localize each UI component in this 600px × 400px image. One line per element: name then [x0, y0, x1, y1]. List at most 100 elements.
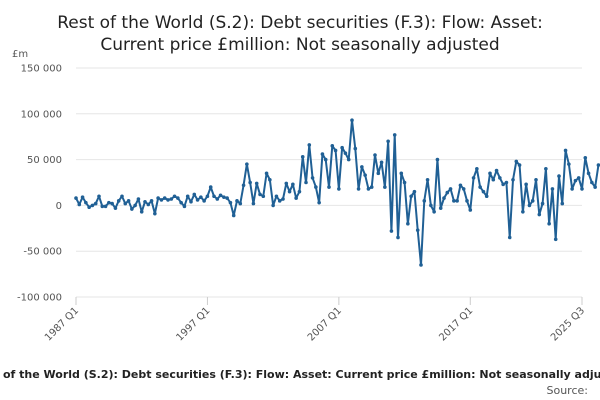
data-point[interactable]	[146, 202, 151, 207]
data-point[interactable]	[133, 203, 137, 208]
data-point[interactable]	[74, 196, 78, 200]
data-point[interactable]	[504, 180, 509, 185]
data-point[interactable]	[379, 160, 384, 165]
data-point[interactable]	[507, 235, 512, 240]
data-point[interactable]	[120, 194, 124, 199]
data-point[interactable]	[399, 171, 404, 176]
data-point[interactable]	[297, 189, 302, 194]
data-point[interactable]	[93, 201, 98, 206]
data-point[interactable]	[179, 200, 183, 205]
data-point[interactable]	[304, 180, 308, 185]
data-point[interactable]	[376, 171, 381, 176]
data-point[interactable]	[386, 139, 390, 144]
data-point[interactable]	[360, 165, 364, 169]
data-point[interactable]	[268, 177, 272, 182]
data-point[interactable]	[330, 144, 335, 148]
data-point[interactable]	[294, 196, 298, 200]
data-point[interactable]	[586, 171, 591, 176]
data-point[interactable]	[225, 196, 229, 200]
data-point[interactable]	[77, 202, 82, 207]
data-point[interactable]	[425, 177, 430, 182]
data-point[interactable]	[363, 173, 367, 177]
data-point[interactable]	[251, 201, 256, 206]
data-point[interactable]	[241, 183, 246, 188]
data-point[interactable]	[323, 157, 328, 162]
data-point[interactable]	[373, 153, 377, 157]
data-point[interactable]	[452, 199, 456, 203]
data-point[interactable]	[314, 185, 318, 189]
data-point[interactable]	[475, 166, 479, 171]
data-point[interactable]	[530, 199, 535, 203]
data-point[interactable]	[208, 185, 213, 189]
data-point[interactable]	[567, 162, 571, 166]
data-point[interactable]	[248, 180, 252, 185]
data-point[interactable]	[172, 194, 177, 199]
data-point[interactable]	[445, 190, 450, 195]
data-point[interactable]	[409, 194, 413, 199]
data-point[interactable]	[465, 199, 469, 203]
data-point[interactable]	[310, 176, 315, 180]
data-point[interactable]	[235, 199, 239, 203]
data-point[interactable]	[159, 198, 164, 202]
data-point[interactable]	[511, 177, 515, 182]
data-point[interactable]	[356, 187, 361, 191]
data-point[interactable]	[337, 187, 341, 191]
data-point[interactable]	[123, 201, 128, 206]
data-point[interactable]	[491, 177, 496, 182]
data-point[interactable]	[488, 171, 492, 176]
data-point[interactable]	[261, 194, 266, 199]
data-point[interactable]	[432, 210, 436, 214]
data-point[interactable]	[501, 182, 505, 187]
data-point[interactable]	[366, 187, 371, 191]
data-point[interactable]	[176, 196, 180, 200]
data-point[interactable]	[406, 221, 410, 226]
data-point[interactable]	[166, 198, 170, 202]
data-point[interactable]	[189, 199, 193, 204]
data-point[interactable]	[185, 194, 190, 199]
data-point[interactable]	[547, 221, 551, 226]
data-point[interactable]	[84, 200, 88, 205]
data-point[interactable]	[218, 193, 223, 198]
data-point[interactable]	[258, 192, 262, 197]
data-point[interactable]	[448, 187, 453, 191]
data-point[interactable]	[596, 163, 600, 167]
data-point[interactable]	[107, 200, 111, 205]
data-point[interactable]	[327, 185, 331, 189]
data-point[interactable]	[274, 194, 279, 199]
data-point[interactable]	[415, 228, 420, 232]
data-point[interactable]	[422, 199, 427, 203]
data-point[interactable]	[169, 197, 174, 201]
data-point[interactable]	[212, 194, 216, 199]
data-point[interactable]	[389, 229, 394, 233]
data-point[interactable]	[205, 194, 210, 199]
data-point[interactable]	[291, 182, 295, 187]
data-point[interactable]	[113, 206, 118, 210]
data-point[interactable]	[570, 187, 574, 191]
data-point[interactable]	[182, 204, 187, 209]
data-point[interactable]	[494, 168, 499, 173]
data-point[interactable]	[583, 155, 588, 160]
data-point[interactable]	[442, 196, 446, 200]
data-point[interactable]	[80, 195, 85, 199]
data-point[interactable]	[110, 201, 114, 206]
data-point[interactable]	[392, 133, 397, 137]
data-point[interactable]	[435, 157, 440, 162]
data-point[interactable]	[90, 203, 95, 208]
data-point[interactable]	[254, 181, 259, 186]
data-point[interactable]	[524, 182, 528, 187]
data-point[interactable]	[231, 213, 236, 218]
data-point[interactable]	[238, 201, 243, 206]
data-point[interactable]	[402, 180, 407, 185]
data-point[interactable]	[576, 176, 581, 180]
data-point[interactable]	[317, 200, 321, 205]
data-point[interactable]	[287, 189, 292, 194]
data-point[interactable]	[350, 118, 354, 123]
data-point[interactable]	[139, 210, 144, 214]
data-point[interactable]	[320, 152, 325, 156]
data-point[interactable]	[396, 235, 400, 240]
data-point[interactable]	[300, 155, 305, 159]
data-point[interactable]	[517, 163, 522, 167]
data-point[interactable]	[215, 197, 220, 201]
data-point[interactable]	[438, 206, 443, 210]
data-point[interactable]	[284, 181, 289, 186]
